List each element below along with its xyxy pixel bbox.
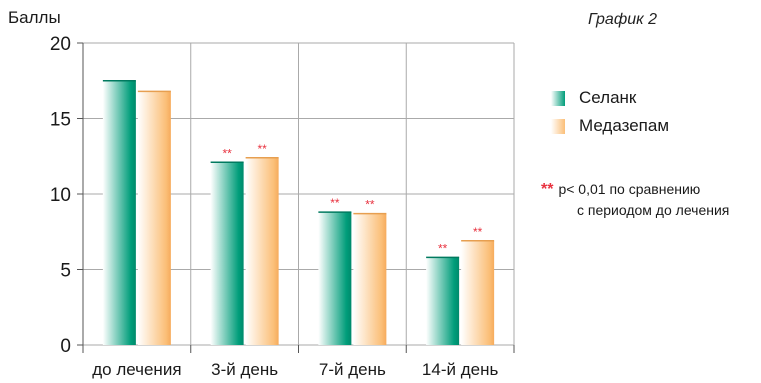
significance-note: ** р< 0,01 по сравнению с периодом до леч… — [541, 179, 729, 220]
bar-series-0-cat-3 — [426, 257, 460, 345]
bar-series-0-cat-1 — [210, 162, 244, 345]
bar-series-1-cat-1 — [245, 157, 279, 345]
bar-series-0-cat-0 — [102, 80, 136, 345]
significance-marker-bar: ** — [473, 225, 483, 239]
bars — [102, 80, 495, 345]
x-tick-label: 7-й день — [319, 360, 386, 379]
significance-marker-bar: ** — [222, 146, 232, 160]
legend-swatch-medazepam — [551, 118, 565, 134]
significance-marker: ** — [541, 181, 554, 198]
legend-label-selank: Селанк — [579, 88, 637, 107]
y-tick-label: 0 — [60, 336, 71, 357]
legend-swatch-selank — [551, 90, 565, 106]
legend-label-medazepam: Медазепам — [579, 116, 670, 135]
y-tick-label: 15 — [50, 110, 71, 131]
significance-note-line2: с периодом до лечения — [577, 202, 730, 218]
bar-series-1-cat-2 — [353, 213, 387, 345]
x-tick-label: до лечения — [92, 360, 181, 379]
bar-series-1-cat-0 — [137, 91, 171, 345]
y-tick-label: 20 — [50, 34, 71, 55]
y-tick-label: 10 — [50, 185, 71, 206]
tick-labels: 0 5 10 15 20 ** ** ** ** ** ** до лечения 3-й день 7-… — [50, 34, 499, 379]
significance-marker-bar: ** — [365, 198, 375, 212]
bar-series-0-cat-2 — [318, 212, 352, 345]
x-tick-label: 14-й день — [422, 360, 499, 379]
y-axis-label: Баллы — [8, 8, 61, 27]
graph-number-label: График 2 — [588, 11, 657, 28]
legend-item-medazepam: Медазепам — [551, 112, 669, 140]
y-tick-label: 5 — [60, 261, 71, 282]
legend-item-selank: Селанк — [551, 84, 669, 112]
x-tick-label: 3-й день — [211, 360, 278, 379]
significance-note-line1: р< 0,01 по сравнению — [558, 181, 701, 197]
legend: Селанк Медазепам — [551, 84, 669, 140]
significance-marker-bar: ** — [257, 142, 267, 156]
significance-marker-bar: ** — [330, 196, 340, 210]
significance-marker-bar: ** — [438, 241, 448, 255]
bar-series-1-cat-3 — [461, 240, 495, 345]
